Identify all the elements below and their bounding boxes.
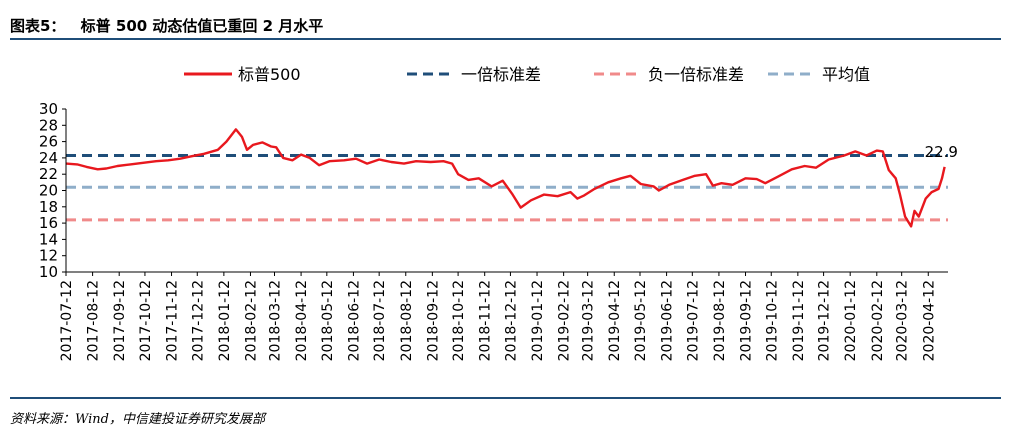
figure-number: 图表5： (10, 17, 66, 35)
figure-title-text: 标普 500 动态估值已重回 2 月水平 (80, 17, 324, 35)
x-tick-label: 2017-09-12 (112, 280, 128, 361)
x-tick-label: 2018-09-12 (425, 280, 441, 361)
x-tick-label: 2017-08-12 (86, 280, 102, 361)
x-tick-label: 2019-02-12 (557, 280, 573, 361)
x-tick-label: 2017-11-12 (165, 280, 181, 361)
x-tick-label: 2018-01-12 (217, 280, 233, 361)
figure-title: 图表5： 标普 500 动态估值已重回 2 月水平 (10, 15, 323, 36)
series-lines (65, 128, 946, 228)
legend-label-minus-std: 负一倍标准差 (648, 65, 744, 84)
x-tick-label: 2018-06-12 (346, 280, 362, 361)
x-tick-label: 2020-04-12 (921, 280, 937, 361)
y-tick-label: 12 (39, 247, 58, 265)
x-tick-label: 2017-10-12 (138, 280, 154, 361)
x-tick-label: 2019-12-12 (817, 280, 833, 361)
y-tick-label: 24 (39, 149, 58, 167)
value-annotation: 22.9 (925, 143, 958, 161)
x-tick-label: 2019-06-12 (660, 280, 676, 361)
y-tick-label: 26 (39, 133, 58, 151)
y-tick-label: 22 (39, 165, 58, 183)
chart-container: 标普500 一倍标准差 负一倍标准差 平均值 10 12 14 16 18 20 22 24 26 28… (0, 42, 1011, 398)
legend-label-sp500: 标普500 (238, 65, 301, 84)
x-tick-label: 2018-02-12 (244, 280, 260, 361)
x-tick-label: 2019-10-12 (764, 280, 780, 361)
y-tick-label: 18 (39, 198, 58, 216)
x-tick-label: 2018-04-12 (294, 280, 310, 361)
x-tick-label: 2018-10-12 (451, 280, 467, 361)
x-tick-label: 2018-12-12 (503, 280, 519, 361)
x-tick-label: 2019-09-12 (739, 280, 755, 361)
y-tick-label: 16 (39, 214, 58, 232)
legend-label-mean: 平均值 (822, 65, 870, 84)
x-tick-label: 2019-05-12 (633, 280, 649, 361)
x-tick-label: 2018-05-12 (320, 280, 336, 361)
y-tick-label: 14 (39, 230, 58, 248)
x-tick-label: 2019-08-12 (712, 280, 728, 361)
legend-label-plus-std: 一倍标准差 (461, 65, 541, 84)
line-chart: 标普500 一倍标准差 负一倍标准差 平均值 10121416182022242628… (39, 65, 958, 361)
series-line-sp500 (65, 128, 946, 228)
x-tick-label: 2018-07-12 (372, 280, 388, 361)
y-tick-label: 10 (39, 263, 58, 281)
figure-header: 图表5： 标普 500 动态估值已重回 2 月水平 (10, 6, 1001, 40)
x-tick-label: 2020-02-12 (870, 280, 886, 361)
x-tick-label: 2019-11-12 (791, 280, 807, 361)
x-tick-label: 2017-12-12 (190, 280, 206, 361)
legend: 标普500 一倍标准差 负一倍标准差 平均值 (184, 65, 870, 84)
x-tick-label: 2019-03-12 (581, 280, 597, 361)
top-rule (10, 38, 1001, 40)
y-tick-label: 30 (39, 100, 58, 118)
y-tick-label: 20 (39, 182, 58, 200)
source-note: 资料来源：Wind，中信建投证券研究发展部 (10, 412, 265, 427)
x-tick-label: 2018-03-12 (268, 280, 284, 361)
x-tick-label: 2019-07-12 (685, 280, 701, 361)
x-tick-label: 2019-01-12 (530, 280, 546, 361)
x-tick-label: 2017-07-12 (59, 280, 75, 361)
x-tick-label: 2018-11-12 (478, 280, 494, 361)
bottom-rule (10, 397, 1001, 399)
annotations: 22.9 (925, 143, 958, 161)
y-tick-label: 28 (39, 116, 58, 134)
x-tick-label: 2018-08-12 (399, 280, 415, 361)
x-tick-label: 2020-03-12 (895, 280, 911, 361)
x-tick-label: 2019-04-12 (607, 280, 623, 361)
x-tick-label: 2020-01-12 (843, 280, 859, 361)
